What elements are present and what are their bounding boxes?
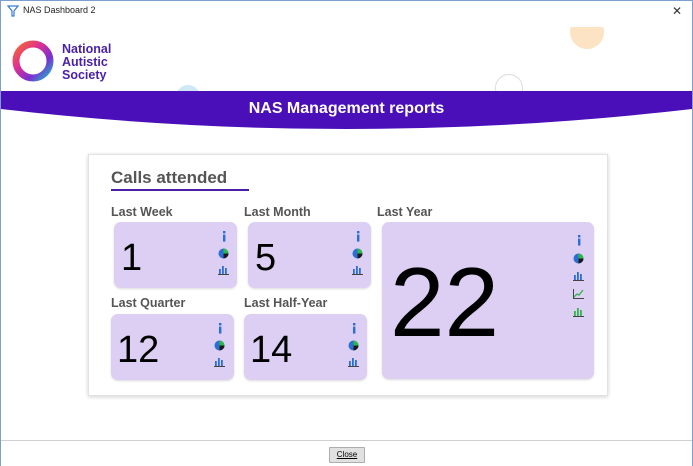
tile-label-last-quarter: Last Quarter bbox=[111, 296, 186, 310]
decorative-circle bbox=[570, 27, 604, 49]
bar-chart-icon[interactable] bbox=[348, 357, 359, 367]
line-chart-icon[interactable] bbox=[573, 289, 584, 299]
bar-chart-icon[interactable] bbox=[218, 265, 229, 275]
tile-last-year[interactable]: 22 bbox=[382, 222, 594, 379]
tile-label-last-week: Last Week bbox=[111, 205, 173, 219]
tile-icon-group bbox=[352, 231, 363, 275]
tile-icon-group bbox=[573, 235, 584, 317]
pie-chart-icon[interactable] bbox=[218, 248, 229, 259]
tile-last-quarter[interactable]: 12 bbox=[111, 314, 234, 380]
tile-last-month[interactable]: 5 bbox=[248, 222, 371, 288]
logo-line: Society bbox=[62, 68, 107, 82]
pie-chart-icon[interactable] bbox=[352, 248, 363, 259]
tile-icon-group bbox=[214, 323, 225, 367]
logo-line: National bbox=[62, 42, 112, 56]
app-funnel-icon bbox=[7, 5, 19, 17]
tile-label-last-half-year: Last Half-Year bbox=[244, 296, 328, 310]
tile-value: 5 bbox=[255, 237, 277, 279]
tile-label-last-month: Last Month bbox=[244, 205, 311, 219]
info-icon[interactable] bbox=[349, 323, 359, 334]
calls-attended-panel: Calls attended Last Week 1 Last Month 5 bbox=[88, 154, 608, 396]
logo-line: Autistic bbox=[62, 55, 108, 69]
close-button[interactable]: Close bbox=[329, 447, 365, 463]
panel-title: Calls attended bbox=[111, 168, 228, 187]
info-icon[interactable] bbox=[353, 231, 363, 242]
pie-chart-icon[interactable] bbox=[573, 253, 584, 264]
logo-wordmark: National Autistic Society bbox=[62, 43, 132, 82]
tile-value: 1 bbox=[121, 237, 143, 279]
bar-chart-icon[interactable] bbox=[352, 265, 363, 275]
tile-value: 14 bbox=[250, 329, 293, 371]
window-close-icon[interactable]: ✕ bbox=[671, 4, 683, 18]
page-title: NAS Management reports bbox=[248, 100, 445, 117]
bar-chart-green-icon[interactable] bbox=[573, 307, 584, 317]
tile-label-last-year: Last Year bbox=[377, 205, 433, 219]
tile-icon-group bbox=[218, 231, 229, 275]
info-icon[interactable] bbox=[215, 323, 225, 334]
pie-chart-icon[interactable] bbox=[214, 340, 225, 351]
tile-icon-group bbox=[348, 323, 359, 367]
dashboard-content: National Autistic Society NAS Management… bbox=[1, 27, 692, 440]
title-bar: NAS Dashboard 2 ✕ bbox=[1, 1, 692, 23]
nas-logo-icon bbox=[12, 40, 54, 82]
tile-last-week[interactable]: 1 bbox=[114, 222, 237, 288]
title-underline bbox=[111, 189, 249, 191]
header-banner bbox=[1, 91, 692, 129]
window-title: NAS Dashboard 2 bbox=[23, 5, 96, 15]
footer-bar: Close bbox=[1, 440, 692, 466]
info-icon[interactable] bbox=[219, 231, 229, 242]
bar-chart-icon[interactable] bbox=[573, 271, 584, 281]
info-icon[interactable] bbox=[574, 235, 584, 246]
tile-last-half-year[interactable]: 14 bbox=[244, 314, 367, 380]
pie-chart-icon[interactable] bbox=[348, 340, 359, 351]
bar-chart-icon[interactable] bbox=[214, 357, 225, 367]
tile-value: 22 bbox=[390, 247, 500, 357]
tile-value: 12 bbox=[117, 329, 160, 371]
